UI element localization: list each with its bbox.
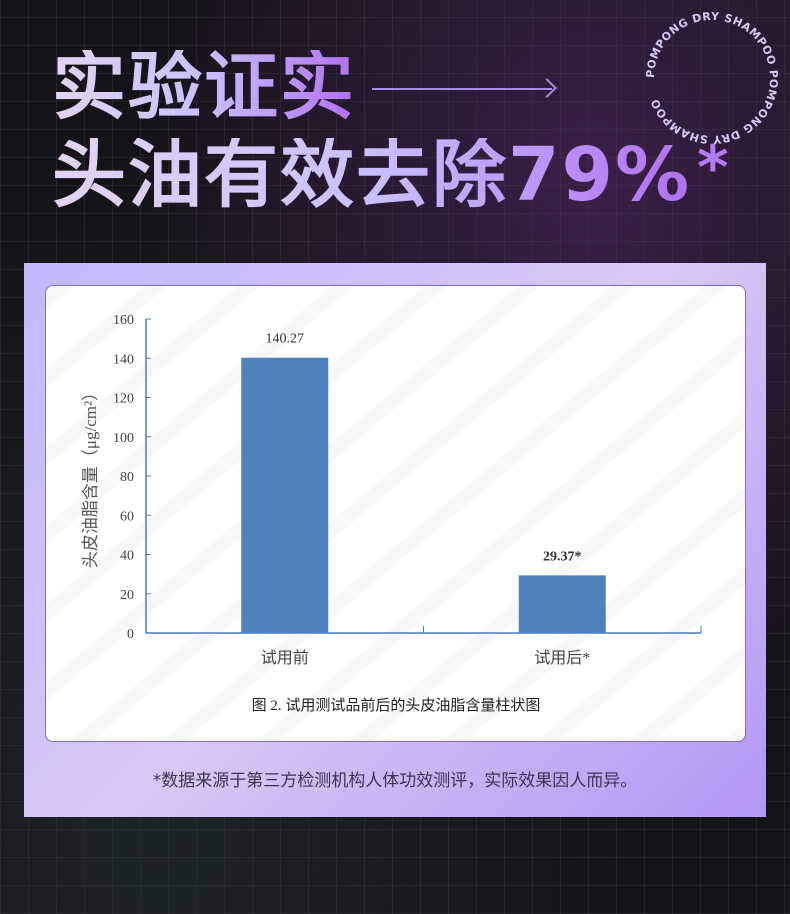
data-label: 140.27	[266, 332, 305, 347]
bar	[241, 357, 329, 633]
y-tick-label: 60	[120, 509, 134, 524]
arrow-right-icon	[372, 88, 552, 90]
chart-card: 0 20 40 60 80 100 120 140 160 140.27 试用前 29.37* 试用后*…	[45, 285, 746, 742]
y-tick-label: 40	[120, 549, 134, 564]
bar-chart: 0 20 40 60 80 100 120 140 160 140.27 试用前 29.37* 试用后*…	[81, 313, 702, 714]
chart-caption: 图 2. 试用测试品前后的头皮油脂含量柱状图	[252, 697, 541, 714]
y-tick-label: 0	[127, 627, 134, 642]
y-tick-label: 120	[113, 392, 134, 407]
watermark-pattern	[46, 286, 745, 741]
y-tick-label: 100	[113, 431, 134, 446]
y-axis-label: 头皮油脂含量（μg/cm²）	[81, 384, 100, 568]
asterisk: *	[697, 133, 729, 203]
y-tick-label: 140	[113, 352, 134, 367]
bar	[518, 575, 606, 633]
y-tick-label: 80	[120, 470, 134, 485]
data-label: 29.37*	[543, 549, 582, 564]
x-tick-label: 试用后*	[534, 649, 590, 667]
headline-line1: 实验证实	[52, 44, 356, 130]
headline-line2: 头油有效去除79%	[52, 132, 692, 218]
y-tick-label: 160	[113, 313, 134, 328]
headline-row2: 头油有效去除79% *	[52, 138, 729, 212]
ring-text: POMPONG DRY SHAMPOO POMPONG DRY SHAMPOO	[644, 10, 780, 146]
x-tick-label: 试用前	[261, 649, 309, 667]
brand-ring-logo: POMPONG DRY SHAMPOO POMPONG DRY SHAMPOO	[644, 10, 780, 146]
footnote: *数据来源于第三方检测机构人体功效测评，实际效果因人而异。	[152, 771, 638, 791]
svg-text:POMPONG DRY SHAMPOO POMPONG DR: POMPONG DRY SHAMPOO POMPONG DRY SHAMPOO	[644, 10, 780, 146]
y-tick-label: 20	[120, 588, 134, 603]
